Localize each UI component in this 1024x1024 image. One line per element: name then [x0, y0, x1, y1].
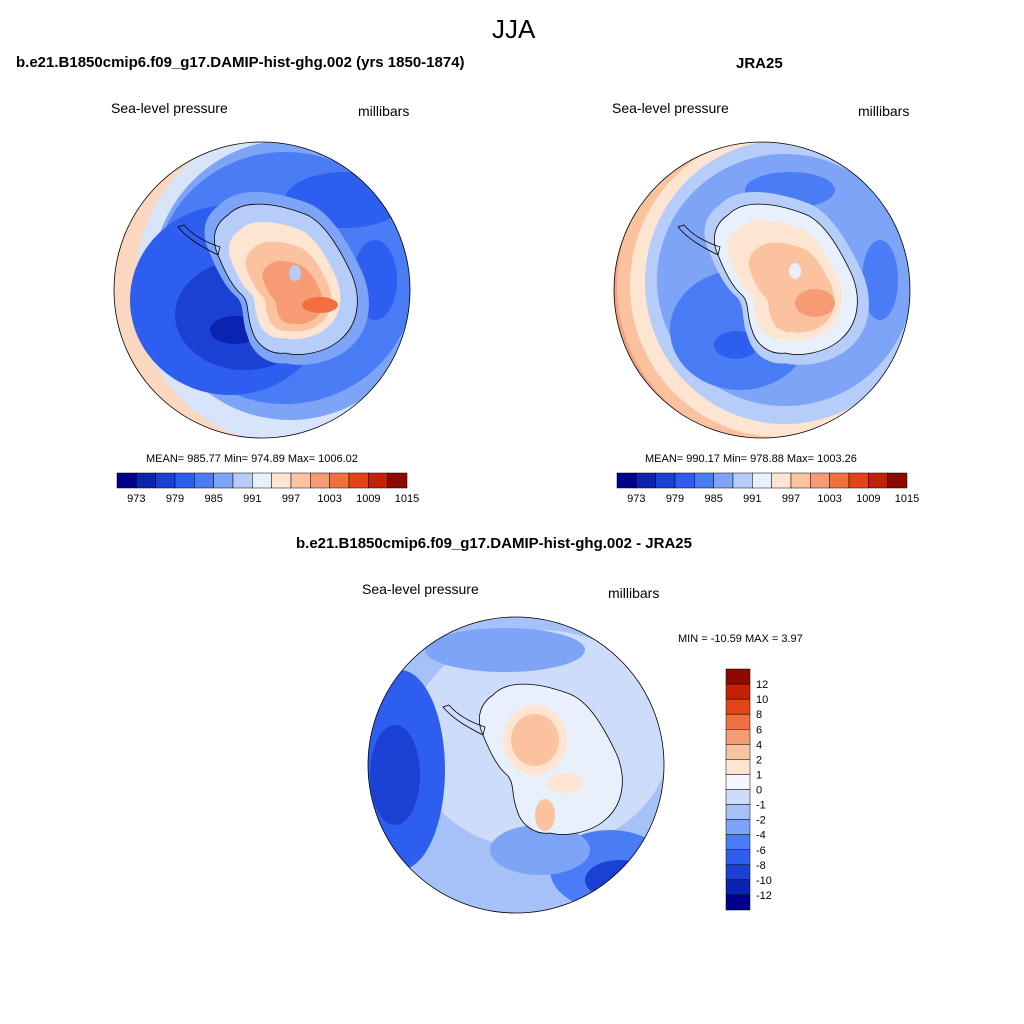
colorbar-panel1: 973 979 985 991 997 1003 1009 1015	[116, 472, 419, 505]
colorbar-tick-label: 979	[666, 493, 684, 505]
colorbar-swatch	[213, 472, 234, 489]
colorbar-tick-label: -2	[756, 815, 766, 827]
colorbar-tick-label: 1003	[817, 493, 841, 505]
colorbar-tick-label: -4	[756, 830, 766, 842]
panel2-stats: MEAN= 990.17 Min= 978.88 Max= 1003.26	[645, 453, 857, 465]
colorbar-swatch	[848, 472, 869, 489]
colorbar-tick-label: 1	[756, 769, 762, 781]
colorbar-swatch	[790, 472, 811, 489]
colorbar-swatch	[725, 879, 751, 896]
colorbar-swatch	[887, 472, 908, 489]
panel2-variable-label: Sea-level pressure	[612, 100, 729, 116]
panel3-units-label: millibars	[608, 585, 660, 601]
colorbar-tick-label: 985	[204, 493, 222, 505]
colorbar-swatch	[725, 759, 751, 775]
colorbar-tick-label: 991	[743, 493, 761, 505]
colorbar-swatch	[725, 668, 751, 685]
page-title: JJA	[492, 14, 536, 44]
panel1-units-label: millibars	[358, 103, 410, 119]
colorbar-swatch	[725, 789, 751, 805]
colorbar-swatch	[725, 729, 751, 745]
colorbar-swatch	[725, 713, 751, 730]
colorbar-tick-label: 997	[282, 493, 300, 505]
panel2-title: JRA25	[736, 55, 783, 72]
colorbar-swatch	[194, 472, 214, 489]
map-panel3	[367, 616, 665, 914]
colorbar-swatch	[232, 472, 253, 489]
colorbar-tick-label: 1015	[395, 493, 419, 505]
colorbar-swatch	[174, 472, 195, 489]
colorbar-swatch	[713, 472, 734, 489]
colorbar-tick-label: 0	[756, 785, 762, 797]
colorbar-swatch	[725, 744, 751, 760]
panel3-variable-label: Sea-level pressure	[362, 581, 479, 597]
panel3-stats: MIN = -10.59 MAX = 3.97	[678, 633, 803, 645]
colorbar-swatch	[732, 472, 753, 489]
colorbar-tick-label: -1	[756, 800, 766, 812]
panel3-title: b.e21.B1850cmip6.f09_g17.DAMIP-hist-ghg.…	[296, 535, 692, 552]
colorbar-tick-label: 985	[704, 493, 722, 505]
colorbar-tick-label: 12	[756, 679, 768, 691]
colorbar-swatch	[725, 819, 751, 835]
colorbar-swatch	[725, 804, 751, 820]
colorbar-swatch	[636, 472, 656, 489]
colorbar-swatch	[725, 864, 751, 881]
colorbar-swatch	[116, 472, 137, 489]
colorbar-swatch	[674, 472, 695, 489]
colorbar-swatch	[725, 698, 751, 715]
map-panel1	[113, 141, 411, 439]
colorbar-tick-label: 979	[166, 493, 184, 505]
colorbar-swatch	[725, 774, 751, 790]
colorbar-tick-label: 4	[756, 739, 762, 751]
colorbar-swatch	[387, 472, 408, 489]
colorbar-swatch	[725, 849, 751, 866]
colorbar-tick-label: -8	[756, 860, 766, 872]
colorbar-panel2: 973 979 985 991 997 1003 1009 1015	[616, 472, 919, 505]
panel2-units-label: millibars	[858, 103, 910, 119]
colorbar-tick-label: 973	[127, 493, 145, 505]
colorbar-swatch	[868, 472, 888, 489]
colorbar-tick-label: -12	[756, 890, 772, 902]
colorbar-swatch	[252, 472, 272, 489]
colorbar-swatch	[771, 472, 792, 489]
colorbar-tick-label: 997	[782, 493, 800, 505]
panel1-variable-label: Sea-level pressure	[111, 100, 228, 116]
colorbar-swatch	[290, 472, 311, 489]
colorbar-swatch	[752, 472, 772, 489]
colorbar-tick-label: -6	[756, 845, 766, 857]
colorbar-swatch	[155, 472, 176, 489]
colorbar-tick-label: 991	[243, 493, 261, 505]
panel1-stats: MEAN= 985.77 Min= 974.89 Max= 1006.02	[146, 453, 358, 465]
colorbar-swatch	[368, 472, 388, 489]
colorbar-tick-label: 1009	[356, 493, 380, 505]
panel1-title: b.e21.B1850cmip6.f09_g17.DAMIP-hist-ghg.…	[16, 54, 465, 71]
colorbar-tick-label: 6	[756, 724, 762, 736]
colorbar-swatch	[725, 894, 751, 911]
colorbar-swatch	[348, 472, 369, 489]
colorbar-swatch	[616, 472, 637, 489]
colorbar-swatch	[329, 472, 350, 489]
colorbar-swatch	[310, 472, 330, 489]
colorbar-swatch	[136, 472, 156, 489]
colorbar-tick-label: -10	[756, 875, 772, 887]
colorbar-swatch	[655, 472, 676, 489]
colorbar-swatch	[829, 472, 850, 489]
colorbar-swatch	[725, 683, 751, 700]
colorbar-swatch	[810, 472, 830, 489]
colorbar-swatch	[725, 834, 751, 850]
colorbar-tick-label: 1003	[317, 493, 341, 505]
colorbar-tick-label: 2	[756, 754, 762, 766]
colorbar-tick-label: 8	[756, 709, 762, 721]
colorbar-swatch	[694, 472, 714, 489]
colorbar-tick-label: 10	[756, 694, 768, 706]
colorbar-tick-label: 973	[627, 493, 645, 505]
map-panel2	[613, 141, 911, 439]
colorbar-tick-label: 1015	[895, 493, 919, 505]
colorbar-tick-label: 1009	[856, 493, 880, 505]
colorbar-swatch	[271, 472, 292, 489]
